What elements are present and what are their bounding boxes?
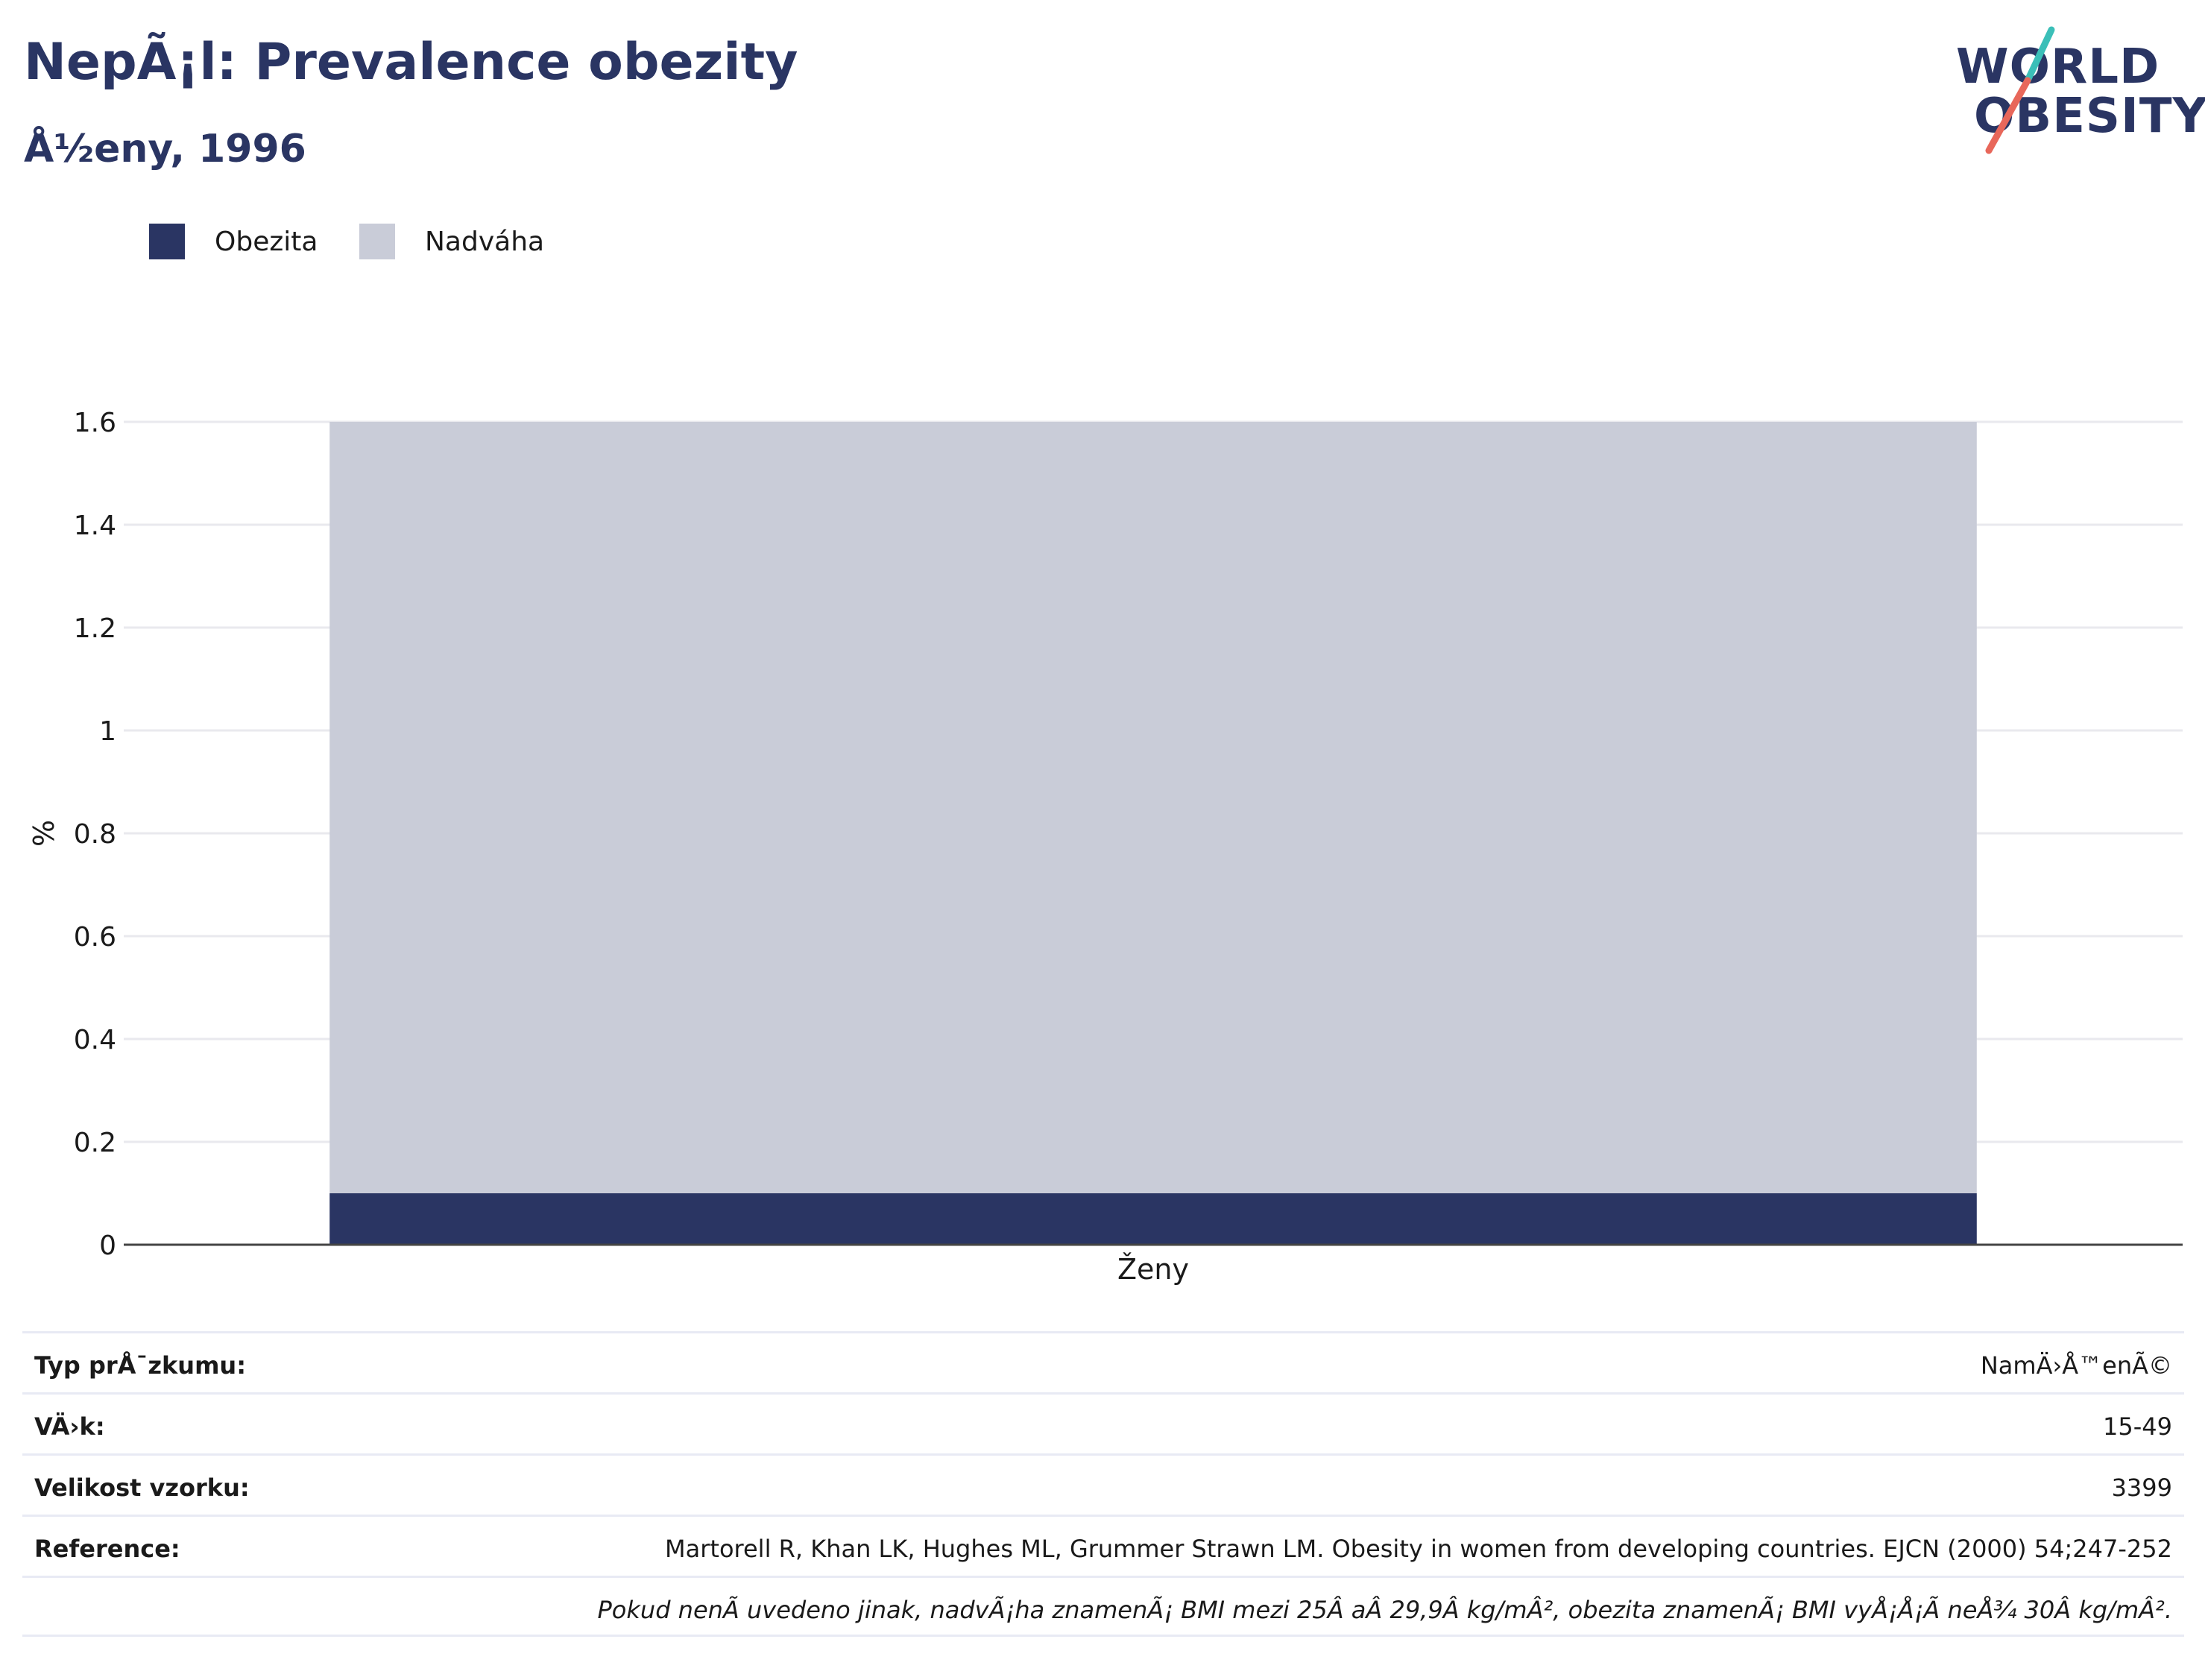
y-tick-label: 0.8 xyxy=(74,819,116,850)
info-row-survey-type: Typ prÅ¯zkumu: NamÄ›Å™enÃ© xyxy=(22,1331,2184,1392)
info-row-note: Pokud nenÃ uvedeno jinak, nadvÃ¡ha zname… xyxy=(22,1576,2184,1637)
y-tick-label: 0.6 xyxy=(74,922,116,953)
y-tick-label: 0 xyxy=(99,1231,116,1261)
definition-note: Pokud nenÃ uvedeno jinak, nadvÃ¡ha zname… xyxy=(597,1596,2173,1624)
legend-swatch-nadvaha xyxy=(359,224,395,259)
info-key: Reference: xyxy=(34,1535,180,1563)
y-tick-label: 1 xyxy=(99,716,116,747)
y-tick-label: 1.6 xyxy=(74,408,116,438)
info-row-reference: Reference: Martorell R, Khan LK, Hughes … xyxy=(22,1515,2184,1576)
y-tick-label: 0.4 xyxy=(74,1025,116,1055)
y-axis-label: % xyxy=(28,820,60,847)
y-tick-label: 1.2 xyxy=(74,613,116,644)
y-tick-label: 0.2 xyxy=(74,1128,116,1158)
info-key: Typ prÅ¯zkumu: xyxy=(34,1351,246,1380)
info-key: VÄ›k: xyxy=(34,1412,105,1441)
logo-line-1: WORLD xyxy=(1956,40,2160,95)
bar-nadv-ha xyxy=(329,422,1977,1193)
legend-label-obezita: Obezita xyxy=(215,227,318,257)
world-obesity-logo: WORLD OBESITY xyxy=(1938,22,2205,157)
info-value: 15-49 xyxy=(2103,1412,2172,1441)
info-value: NamÄ›Å™enÃ© xyxy=(1980,1351,2172,1380)
info-value: Martorell R, Khan LK, Hughes ML, Grummer… xyxy=(665,1535,2172,1563)
info-table: Typ prÅ¯zkumu: NamÄ›Å™enÃ© VÄ›k: 15-49 V… xyxy=(22,1331,2184,1637)
info-row-sample-size: Velikost vzorku: 3399 xyxy=(22,1453,2184,1515)
info-key: Velikost vzorku: xyxy=(34,1474,250,1502)
y-tick-label: 1.4 xyxy=(74,511,116,541)
info-value: 3399 xyxy=(2111,1474,2172,1502)
legend-swatch-obezita xyxy=(149,224,185,259)
info-row-age: VÄ›k: 15-49 xyxy=(22,1392,2184,1453)
bar-obezita xyxy=(329,1193,1977,1245)
chart-subtitle: Å½eny, 1996 xyxy=(24,127,306,171)
logo-line-2: OBESITY xyxy=(1974,89,2205,144)
bar-chart: 0 0.2 0.4 0.6 0.8 1 1.2 1.4 1.6% Ženy xyxy=(28,408,2183,1286)
x-tick-label: Ženy xyxy=(1117,1253,1189,1286)
logo-slash-icon xyxy=(1985,26,2055,154)
chart-title: NepÃ¡l: Prevalence obezity xyxy=(24,33,798,92)
legend-label-nadvaha: Nadváha xyxy=(425,227,545,257)
